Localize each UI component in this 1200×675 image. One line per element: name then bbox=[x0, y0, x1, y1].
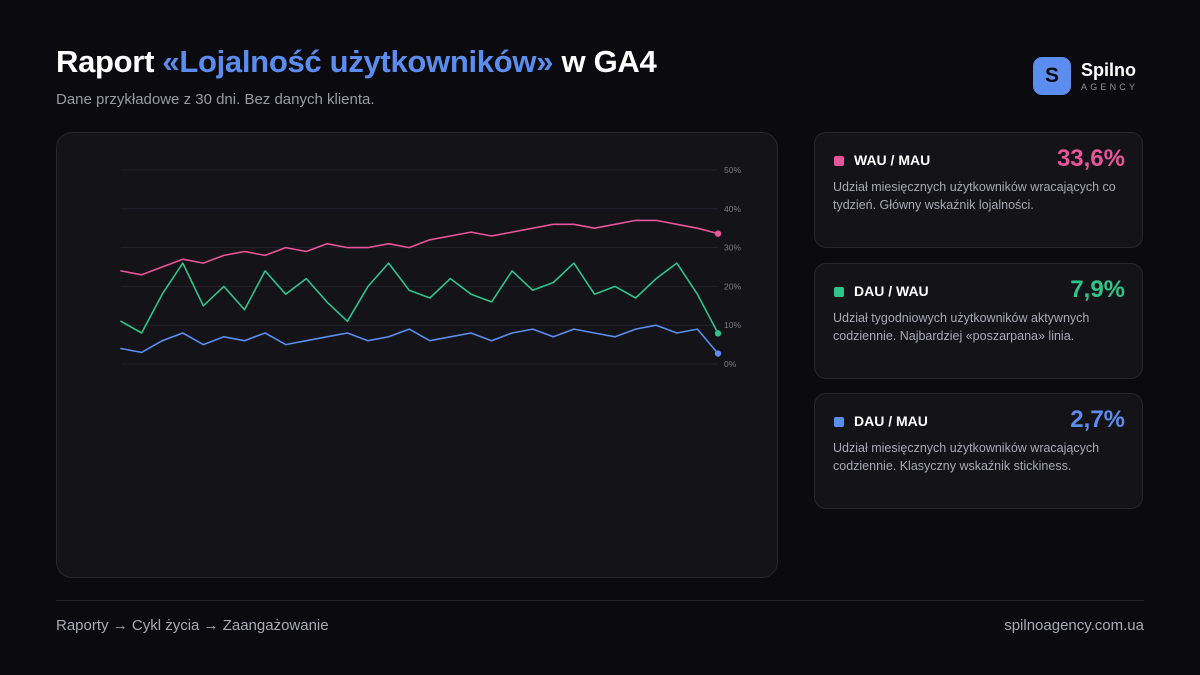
kpi-card-wau-mau: WAU / MAU 33,6% Udział miesięcznych użyt… bbox=[814, 132, 1143, 248]
kpi-description: Udział tygodniowych użytkowników aktywny… bbox=[833, 311, 1090, 343]
y-tick-label: 30% bbox=[724, 243, 741, 253]
footer-url: spilnoagency.com.ua bbox=[1004, 617, 1144, 634]
y-tick-label: 20% bbox=[724, 281, 741, 291]
kpi-card-dau-mau: DAU / MAU 2,7% Udział miesięcznych użytk… bbox=[814, 393, 1143, 509]
y-tick-label: 50% bbox=[724, 165, 741, 175]
title-prefix: Raport bbox=[56, 44, 163, 79]
title-suffix: w GA4 bbox=[553, 44, 657, 79]
series-end-point bbox=[714, 350, 722, 357]
kpi-name: WAU / MAU bbox=[854, 152, 931, 168]
legend-dot bbox=[834, 417, 844, 427]
kpi-description: Udział miesięcznych użytkowników wracają… bbox=[833, 180, 1116, 212]
kpi-value: 33,6% bbox=[1056, 145, 1125, 172]
kpi-value: 2,7% bbox=[1070, 406, 1125, 433]
loyalty-line-chart: 0% 10% 20% 30% 40% 50% bbox=[120, 165, 741, 369]
series-end-point bbox=[714, 230, 722, 237]
chart-card: 0% 10% 20% 30% 40% 50% bbox=[56, 132, 778, 578]
y-tick-label: 10% bbox=[724, 320, 741, 330]
logo: S Spilno AGENCY bbox=[1033, 57, 1138, 95]
kpi-description: Udział miesięcznych użytkowników wracają… bbox=[833, 441, 1100, 473]
y-tick-label: 40% bbox=[724, 204, 741, 214]
logo-mark-icon: S bbox=[1033, 57, 1071, 95]
legend-dot bbox=[834, 287, 844, 297]
kpi-name: DAU / WAU bbox=[854, 283, 929, 299]
page-subtitle: Dane przykładowe z 30 dni. Bez danych kl… bbox=[56, 91, 375, 108]
legend-dot bbox=[834, 156, 844, 166]
logo-sub: AGENCY bbox=[1081, 81, 1139, 92]
page-title: Raport «Lojalność użytkowników» w GA4 bbox=[56, 44, 657, 80]
title-accent: «Lojalność użytkowników» bbox=[162, 44, 554, 79]
footer-divider bbox=[56, 600, 1144, 601]
kpi-name: DAU / MAU bbox=[854, 413, 928, 429]
logo-name: Spilno bbox=[1081, 59, 1136, 80]
kpi-card-dau-wau: DAU / WAU 7,9% Udział tygodniowych użytk… bbox=[814, 263, 1143, 379]
footer-breadcrumb: Raporty → Cykl życia → Zaangażowanie bbox=[56, 617, 329, 634]
logo-text: Spilno AGENCY bbox=[1081, 61, 1138, 92]
series-line bbox=[120, 262, 719, 335]
kpi-value: 7,9% bbox=[1070, 276, 1125, 303]
series-line bbox=[120, 324, 719, 355]
series-end-point bbox=[714, 330, 722, 337]
series-line bbox=[120, 219, 719, 276]
y-tick-label: 0% bbox=[724, 359, 737, 369]
